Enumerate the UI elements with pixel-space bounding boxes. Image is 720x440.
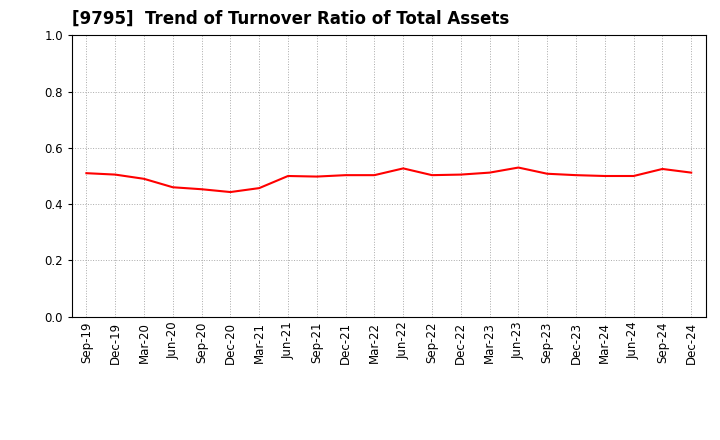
Text: [9795]  Trend of Turnover Ratio of Total Assets: [9795] Trend of Turnover Ratio of Total … (72, 10, 509, 28)
